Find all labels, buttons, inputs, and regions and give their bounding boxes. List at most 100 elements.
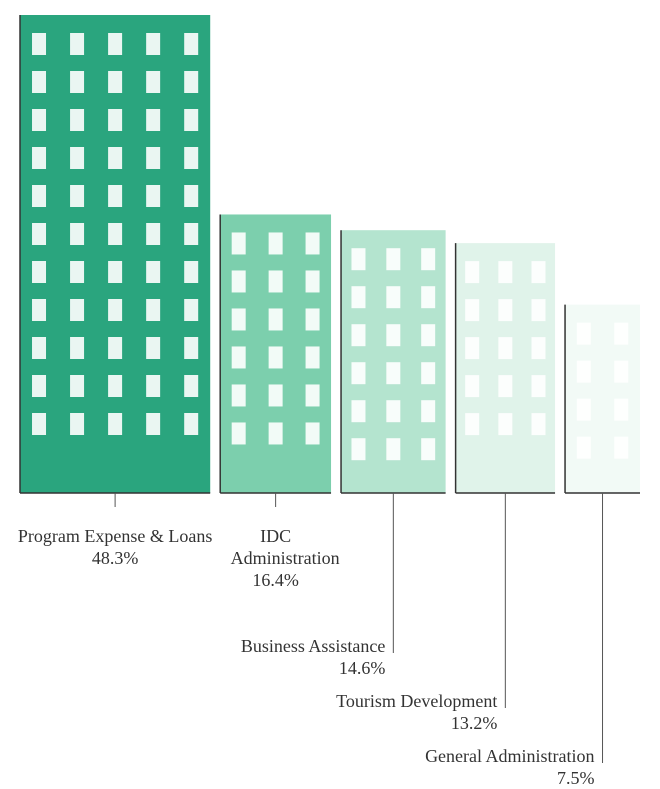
value-label: 16.4% — [252, 570, 299, 590]
window — [32, 413, 47, 435]
window — [231, 346, 246, 369]
window — [32, 71, 47, 93]
window — [108, 109, 123, 131]
window — [531, 337, 546, 360]
window — [268, 270, 283, 293]
window — [351, 324, 366, 347]
window — [421, 400, 436, 423]
window — [614, 436, 629, 459]
window — [614, 360, 629, 383]
category-label: General Administration — [425, 746, 595, 766]
window — [146, 71, 161, 93]
building — [565, 304, 640, 493]
window — [576, 436, 591, 459]
window — [184, 223, 199, 245]
value-label: 14.6% — [338, 658, 386, 678]
window — [146, 375, 161, 397]
window — [70, 337, 85, 359]
window — [108, 299, 123, 321]
window — [108, 375, 123, 397]
window — [421, 286, 436, 309]
window — [421, 248, 436, 271]
window — [184, 299, 199, 321]
window — [146, 261, 161, 283]
window — [305, 346, 320, 369]
window — [386, 362, 401, 385]
window — [70, 71, 85, 93]
window — [184, 337, 199, 359]
window — [70, 109, 85, 131]
window — [268, 308, 283, 331]
window — [108, 33, 123, 55]
window — [32, 261, 47, 283]
label: General Administration 7.5% — [425, 745, 594, 789]
window — [465, 261, 480, 284]
window — [531, 375, 546, 398]
value-label: 13.2% — [450, 713, 498, 733]
window — [614, 322, 629, 345]
window — [351, 248, 366, 271]
window — [231, 232, 246, 255]
window — [184, 261, 199, 283]
category-label: Program Expense & Loans — [17, 526, 213, 546]
window — [386, 438, 401, 461]
window — [305, 232, 320, 255]
window — [386, 248, 401, 271]
label: Business Assistance 14.6% — [241, 635, 386, 679]
window — [421, 324, 436, 347]
window — [32, 337, 47, 359]
window — [70, 261, 85, 283]
window — [32, 33, 47, 55]
window — [70, 185, 85, 207]
window — [531, 413, 546, 436]
window — [386, 286, 401, 309]
window — [498, 337, 513, 360]
window — [108, 71, 123, 93]
window — [108, 147, 123, 169]
window — [146, 147, 161, 169]
window — [70, 413, 85, 435]
window — [305, 384, 320, 407]
window — [70, 223, 85, 245]
window — [576, 398, 591, 421]
window — [32, 147, 47, 169]
window — [32, 185, 47, 207]
category-label: IDC Administration — [230, 526, 340, 568]
label: IDC Administration 16.4% — [230, 525, 340, 591]
window — [231, 308, 246, 331]
window — [146, 33, 161, 55]
window — [32, 299, 47, 321]
window — [531, 299, 546, 322]
window — [184, 109, 199, 131]
window — [231, 422, 246, 445]
window — [70, 375, 85, 397]
building — [455, 243, 556, 493]
window — [108, 261, 123, 283]
window — [184, 33, 199, 55]
label: Program Expense & Loans 48.3% — [0, 525, 275, 569]
window — [386, 324, 401, 347]
window — [351, 286, 366, 309]
window — [108, 413, 123, 435]
window — [576, 360, 591, 383]
label: Tourism Development 13.2% — [336, 690, 497, 734]
category-label: Business Assistance — [240, 636, 386, 656]
window — [146, 413, 161, 435]
window — [268, 384, 283, 407]
window — [268, 232, 283, 255]
window — [465, 337, 480, 360]
window — [305, 270, 320, 293]
window — [305, 422, 320, 445]
window — [268, 346, 283, 369]
window — [184, 375, 199, 397]
window — [108, 185, 123, 207]
window — [351, 438, 366, 461]
window — [146, 223, 161, 245]
window — [184, 71, 199, 93]
value-label: 48.3% — [91, 548, 139, 568]
window — [146, 299, 161, 321]
window — [70, 147, 85, 169]
window — [351, 400, 366, 423]
window — [231, 270, 246, 293]
